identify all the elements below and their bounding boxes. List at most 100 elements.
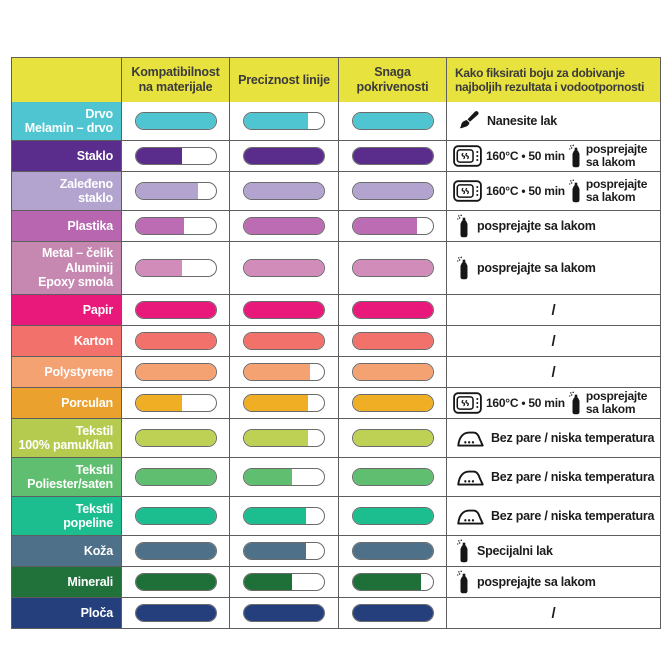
rating-pill-cell [229, 295, 338, 325]
spray-instruction-stack: posprejajte sa lakom [586, 390, 648, 416]
rating-pill [243, 394, 325, 412]
rating-pill [134, 259, 217, 277]
rating-pill [351, 468, 434, 486]
rating-pill [134, 112, 217, 130]
slash-text: / [551, 301, 556, 319]
slash-text: / [551, 363, 556, 381]
material-label-line: Drvo [85, 106, 113, 121]
rating-pill-fill [135, 469, 216, 485]
material-label-cell: Karton [12, 326, 121, 356]
spray-instruction-stack: posprejajte sa lakom [585, 178, 648, 204]
header-row: Kompatibilnost na materijale Preciznost … [12, 58, 660, 102]
instruction-cell: posprejajte sa lakom [446, 567, 660, 597]
instruction-text: Bez pare / niska temperatura [491, 431, 655, 445]
rating-pill-cell [229, 598, 338, 628]
rating-pill-fill [135, 508, 216, 524]
instruction-cell: / [446, 357, 660, 387]
material-label-cell: Koža [12, 536, 121, 566]
oven-temp-text: 160°C • 50 min [486, 184, 565, 198]
rating-pill [243, 542, 325, 560]
rating-pill-fill [352, 218, 417, 234]
rating-pill-fill [135, 430, 216, 446]
material-row: Koža Specijalni lak [12, 535, 660, 566]
rating-pill-cell [338, 567, 446, 597]
rating-pill-fill [244, 469, 292, 485]
rating-pill-fill [135, 218, 184, 234]
rating-pill-cell [121, 141, 229, 171]
material-row: Tekstil 100% pamuk/lan Bez pare / niska t… [12, 418, 660, 457]
material-label-line: Ploča [80, 605, 114, 620]
rating-pill-cell [121, 326, 229, 356]
material-label-line: Porculan [61, 395, 113, 410]
rating-pill-cell [121, 598, 229, 628]
rating-pill [243, 217, 325, 235]
rating-pill-cell [229, 497, 338, 535]
header-cell-kompatibilnost: Kompatibilnost na materijale [121, 58, 229, 102]
rating-pill [134, 604, 217, 622]
material-row: Polystyrene / [12, 356, 660, 387]
rating-pill-fill [135, 260, 182, 276]
rating-pill-cell [121, 388, 229, 418]
material-row: Minerali posprejajte sa lakom [12, 566, 660, 597]
material-label-line: Tekstil [75, 423, 113, 438]
material-label-line: Poliester/saten [27, 477, 113, 491]
rating-pill [134, 363, 217, 381]
material-row: Plastika posprejajte sa lakom [12, 210, 660, 241]
rating-pill-fill [135, 333, 216, 349]
oven-icon [453, 145, 482, 167]
instruction-cell: Nanesite lak [446, 102, 660, 140]
material-label-line: Tekstil [75, 462, 113, 477]
rating-pill-cell [229, 536, 338, 566]
rating-pill-cell [338, 295, 446, 325]
rating-pill [351, 147, 434, 165]
rating-pill-cell [338, 388, 446, 418]
rating-pill [134, 301, 217, 319]
oven-icon [453, 392, 482, 414]
rating-pill-cell [338, 536, 446, 566]
instruction-cell: / [446, 326, 660, 356]
spray-can-icon [568, 391, 580, 415]
rating-pill [134, 573, 217, 591]
rating-pill-fill [244, 302, 324, 318]
rating-pill-cell [229, 102, 338, 140]
rating-pill [351, 259, 434, 277]
rating-pill [351, 332, 434, 350]
header-cell-preciznost: Preciznost linije [229, 58, 338, 102]
instruction-text: Specijalni lak [477, 544, 553, 558]
rating-pill [351, 363, 434, 381]
instruction-cell: / [446, 295, 660, 325]
rating-pill-fill [352, 543, 433, 559]
rating-pill [134, 542, 217, 560]
rating-pill-cell [338, 172, 446, 210]
material-label-cell: Tekstil popeline [12, 497, 121, 535]
instruction-cell: posprejajte sa lakom [446, 211, 660, 241]
rating-pill-cell [121, 567, 229, 597]
instruction-text: posprejajte sa lakom [477, 219, 596, 233]
rating-pill-fill [244, 218, 324, 234]
material-label-line: Koža [83, 543, 113, 558]
material-label-cell: Polystyrene [12, 357, 121, 387]
material-row: Staklo 160°C • 50 min posprejajte sa lakom [12, 140, 660, 171]
rating-pill-fill [352, 605, 433, 621]
paintbrush-icon [459, 110, 479, 128]
header-cell-fiksiranje: Kako fiksirati boju za dobivanje najbolj… [446, 58, 660, 102]
rating-pill [243, 301, 325, 319]
rating-pill [243, 182, 325, 200]
rating-pill-cell [229, 242, 338, 294]
material-label-line: Minerali [67, 574, 113, 589]
rating-pill-cell [121, 536, 229, 566]
instruction-text: Nanesite lak [487, 114, 557, 128]
rating-pill-fill [135, 543, 216, 559]
material-label-line: Aluminij [65, 260, 113, 275]
material-label-line: Metal – čelik [41, 246, 113, 261]
oven-temp-text: 160°C • 50 min [486, 396, 565, 410]
rating-pill-cell [121, 102, 229, 140]
material-label-cell: Metal – čelik Aluminij Epoxy smola [12, 242, 121, 294]
material-row: Porculan 160°C • 50 min posprejajte sa lak… [12, 387, 660, 418]
rating-pill-cell [338, 458, 446, 496]
rating-pill-fill [244, 508, 307, 524]
rating-pill-fill [244, 543, 307, 559]
instruction-text-line: sa lakom [585, 190, 636, 204]
material-label-cell: Tekstil 100% pamuk/lan [12, 419, 121, 457]
rating-pill-cell [338, 326, 446, 356]
